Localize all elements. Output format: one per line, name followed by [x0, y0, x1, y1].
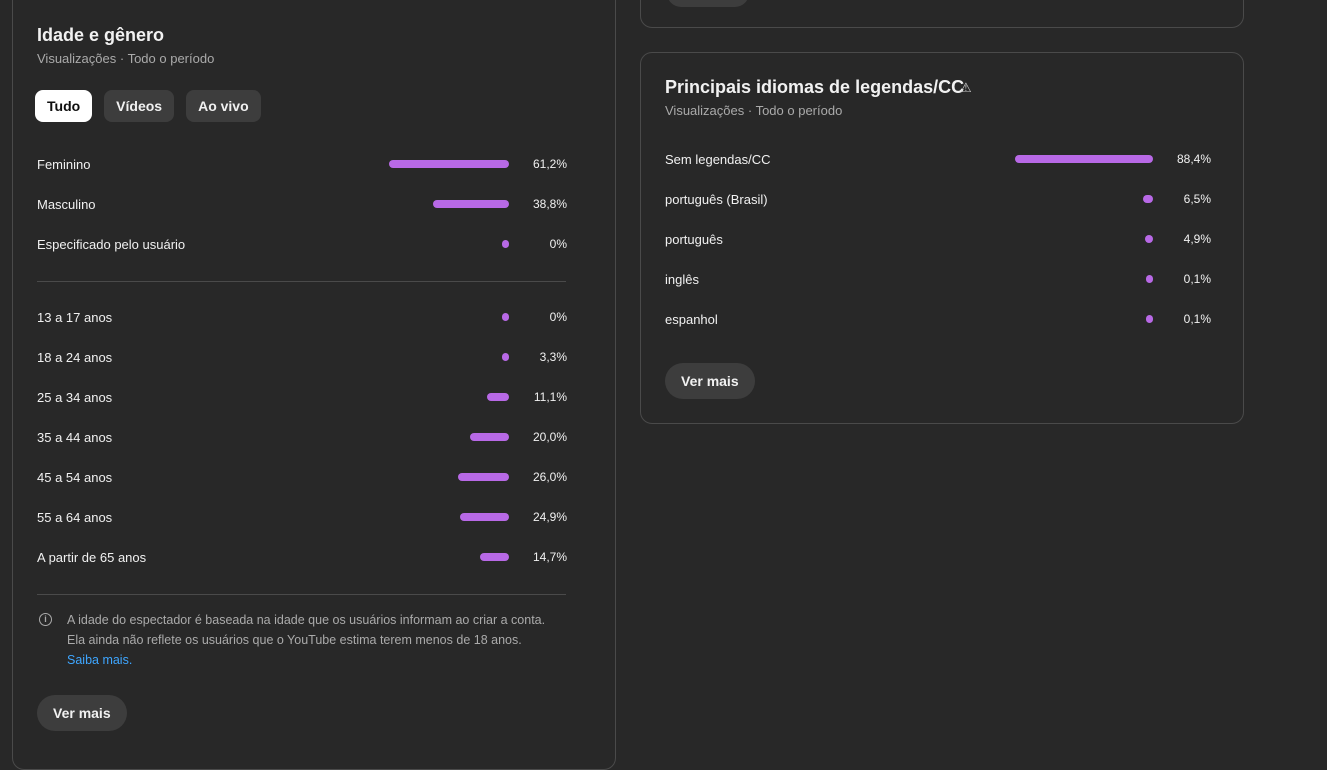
age-note-line-2: Ela ainda não reflete os usuários que o …	[67, 633, 522, 647]
bar-track	[1033, 275, 1153, 283]
list-item-label: 55 a 64 anos	[37, 509, 113, 525]
previous-card	[640, 0, 1244, 28]
list-item-label: A partir de 65 anos	[37, 549, 147, 565]
learn-more-link[interactable]: Saiba mais.	[67, 653, 133, 667]
percentage-value: 24,9%	[532, 510, 567, 524]
percentage-value: 38,8%	[532, 197, 567, 211]
age-gender-card: Idade e gênero Visualizações · Todo o pe…	[12, 0, 616, 770]
bar-track	[389, 240, 509, 248]
percentage-bar	[1142, 195, 1153, 203]
list-item: espanhol 0,1%	[665, 299, 1211, 339]
list-item: Feminino 61,2%	[37, 144, 567, 184]
percentage-bar	[389, 160, 509, 168]
percentage-bar	[480, 553, 509, 561]
bar-track	[1033, 235, 1153, 243]
list-item: 45 a 54 anos 26,0%	[37, 457, 567, 497]
list-item: português (Brasil) 6,5%	[665, 179, 1211, 219]
warning-icon[interactable]: ⚠	[960, 80, 972, 95]
list-item: 25 a 34 anos 11,1%	[37, 377, 567, 417]
list-item-label: 25 a 34 anos	[37, 389, 113, 405]
percentage-bar	[1015, 155, 1153, 163]
percentage-bar	[432, 200, 509, 208]
list-item: 55 a 64 anos 24,9%	[37, 497, 567, 537]
list-item-label: Feminino	[37, 156, 91, 172]
subtitle-languages-title: Principais idiomas de legendas/CC	[665, 77, 965, 97]
list-item-label: 18 a 24 anos	[37, 349, 113, 365]
percentage-bar	[1146, 275, 1153, 283]
percentage-value: 3,3%	[539, 350, 567, 364]
percentage-bar	[1145, 235, 1153, 243]
percentage-value: 14,7%	[532, 550, 567, 564]
list-item-label: 45 a 54 anos	[37, 469, 113, 485]
percentage-value: 88,4%	[1176, 152, 1211, 166]
percentage-value: 61,2%	[532, 157, 567, 171]
percentage-value: 26,0%	[532, 470, 567, 484]
divider	[37, 594, 566, 595]
list-item: Especificado pelo usuário 0%	[37, 224, 567, 264]
bar-track	[389, 200, 509, 208]
percentage-value: 20,0%	[532, 430, 567, 444]
subtitle-languages-see-more-button[interactable]: Ver mais	[665, 363, 755, 399]
info-icon: i	[39, 613, 52, 626]
tab-live[interactable]: Ao vivo	[186, 90, 261, 122]
list-item-label: 13 a 17 anos	[37, 309, 113, 325]
percentage-bar	[458, 473, 509, 481]
content-type-tabs: Tudo Vídeos Ao vivo	[35, 90, 261, 122]
percentage-value: 0,1%	[1183, 312, 1211, 326]
bar-track	[389, 473, 509, 481]
previous-card-button[interactable]	[667, 0, 749, 7]
list-item-label: 35 a 44 anos	[37, 429, 113, 445]
subtitle-languages-subtitle: Visualizações · Todo o período	[665, 103, 843, 118]
bar-track	[389, 513, 509, 521]
bar-track	[389, 433, 509, 441]
bar-track	[389, 553, 509, 561]
list-item-label: espanhol	[665, 311, 718, 327]
list-item-label: inglês	[665, 271, 699, 287]
percentage-value: 0%	[549, 237, 567, 251]
divider	[37, 281, 566, 282]
percentage-bar	[502, 313, 509, 321]
bar-track	[1033, 315, 1153, 323]
percentage-bar	[487, 393, 509, 401]
list-item: inglês 0,1%	[665, 259, 1211, 299]
age-gender-title: Idade e gênero	[37, 25, 165, 45]
percentage-bar	[1146, 315, 1153, 323]
percentage-value: 11,1%	[533, 390, 567, 404]
list-item: A partir de 65 anos 14,7%	[37, 537, 567, 577]
list-item-label: Especificado pelo usuário	[37, 236, 186, 252]
list-item: 13 a 17 anos 0%	[37, 297, 567, 337]
list-item-label: português (Brasil)	[665, 191, 768, 207]
list-item: português 4,9%	[665, 219, 1211, 259]
age-gender-subtitle: Visualizações · Todo o período	[37, 51, 215, 66]
percentage-bar	[469, 433, 509, 441]
percentage-value: 6,5%	[1183, 192, 1211, 206]
list-item: Sem legendas/CC 88,4%	[665, 139, 1211, 179]
tab-all[interactable]: Tudo	[35, 90, 93, 122]
percentage-value: 0%	[549, 310, 567, 324]
tab-videos[interactable]: Vídeos	[104, 90, 175, 122]
age-note: A idade do espectador é baseada na idade…	[67, 610, 587, 670]
list-item: 35 a 44 anos 20,0%	[37, 417, 567, 457]
list-item: 18 a 24 anos 3,3%	[37, 337, 567, 377]
percentage-bar	[502, 240, 509, 248]
age-gender-see-more-button[interactable]: Ver mais	[37, 695, 127, 731]
percentage-bar	[460, 513, 509, 521]
percentage-value: 4,9%	[1183, 232, 1211, 246]
list-item-label: português	[665, 231, 723, 247]
bar-track	[389, 353, 509, 361]
list-item-label: Sem legendas/CC	[665, 151, 771, 167]
bar-track	[389, 160, 509, 168]
percentage-value: 0,1%	[1183, 272, 1211, 286]
list-item-label: Masculino	[37, 196, 96, 212]
bar-track	[389, 313, 509, 321]
bar-track	[1015, 155, 1153, 163]
age-note-line-1: A idade do espectador é baseada na idade…	[67, 613, 546, 627]
list-item: Masculino 38,8%	[37, 184, 567, 224]
subtitle-languages-card: Principais idiomas de legendas/CC ⚠ Visu…	[640, 52, 1244, 424]
bar-track	[1033, 195, 1153, 203]
bar-track	[389, 393, 509, 401]
percentage-bar	[502, 353, 509, 361]
